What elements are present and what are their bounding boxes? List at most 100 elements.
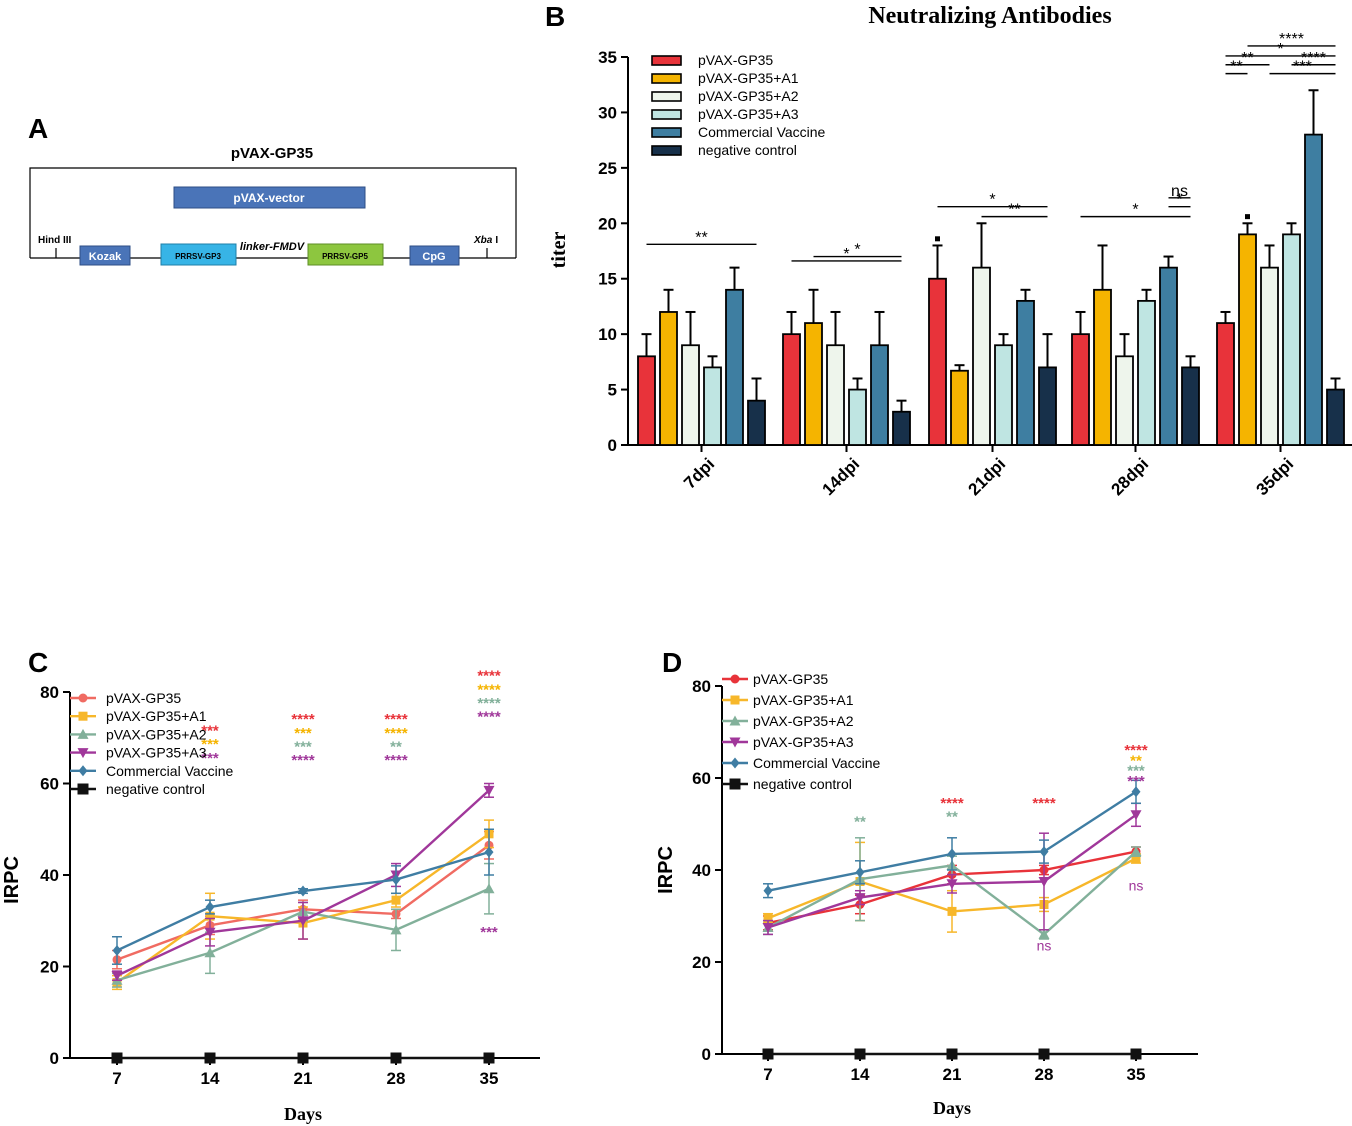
chart-d-y-tick-label: 20 bbox=[692, 953, 711, 972]
chart-b-bar bbox=[748, 401, 765, 445]
chart-d-legend-label: pVAX-GP35+A3 bbox=[753, 734, 854, 750]
chart-d-significance-label: ns bbox=[1129, 878, 1144, 894]
chart-b-bar bbox=[871, 345, 888, 445]
chart-b-legend-label: pVAX-GP35+A2 bbox=[698, 88, 799, 104]
chart-b-significance-label: * bbox=[989, 192, 995, 209]
chart-b-ylabel: titer bbox=[548, 232, 570, 269]
chart-b-bar bbox=[1160, 268, 1177, 445]
chart-c-significance-label: **** bbox=[291, 752, 315, 769]
chart-b-significance-label: *** bbox=[1293, 59, 1312, 76]
chart-b-x-tick-label: 21dpi bbox=[964, 454, 1009, 499]
chart-c-y-tick-label: 20 bbox=[40, 958, 59, 977]
chart-c-ylabel: IRPC bbox=[1, 856, 23, 904]
data-point bbox=[731, 696, 740, 705]
construct-diagram: pVAX-GP35 pVAX-vector Hind III Kozak PRR… bbox=[30, 145, 516, 265]
chart-d-y-tick-label: 40 bbox=[692, 861, 711, 880]
data-point bbox=[948, 848, 957, 859]
chart-b-x-tick-label: 14dpi bbox=[818, 454, 863, 499]
chart-b-legend-label: pVAX-GP35 bbox=[698, 52, 773, 68]
chart-b-bar bbox=[805, 323, 822, 445]
chart-c-x-tick-label: 21 bbox=[294, 1069, 313, 1088]
chart-b-significance-label: ** bbox=[1230, 59, 1242, 76]
chart-b-bar bbox=[929, 279, 946, 445]
chart-b-bar bbox=[1017, 301, 1034, 445]
chart-b-y-tick-label: 35 bbox=[598, 48, 617, 67]
chart-b-x-tick-label: 7dpi bbox=[680, 454, 718, 492]
chart-c-x-tick-label: 28 bbox=[387, 1069, 406, 1088]
chart-c-xlabel: Days bbox=[284, 1104, 322, 1124]
chart-d-y-tick-label: 0 bbox=[702, 1045, 711, 1064]
chart-d-significance-label: *** bbox=[1127, 773, 1145, 790]
chart-b-significance-label: ** bbox=[1241, 50, 1253, 67]
chart-c-significance-label: *** bbox=[480, 924, 498, 941]
chart-c-legend-label: pVAX-GP35+A2 bbox=[106, 726, 207, 742]
data-point bbox=[1131, 1049, 1142, 1060]
figure-canvas: A B C D pVAX-GP35 pVAX-vector Hind III K… bbox=[0, 0, 1352, 1126]
data-point bbox=[763, 1049, 774, 1060]
chart-b-significance-label: * bbox=[1132, 202, 1138, 219]
linker-label: linker-FMDV bbox=[240, 241, 306, 253]
chart-b-bar bbox=[1327, 390, 1344, 445]
chart-c-legend-label: pVAX-GP35 bbox=[106, 690, 181, 706]
kozak-label: Kozak bbox=[89, 251, 122, 263]
chart-b-bar bbox=[682, 345, 699, 445]
data-point bbox=[391, 1053, 402, 1064]
chart-c-x-tick-label: 7 bbox=[112, 1069, 121, 1088]
chart-b-bar bbox=[1039, 367, 1056, 445]
data-point bbox=[79, 765, 88, 776]
data-point bbox=[78, 784, 89, 795]
chart-b-bar bbox=[951, 371, 968, 445]
xba-site-suffix: I bbox=[495, 235, 498, 246]
chart-c-legend-label: Commercial Vaccine bbox=[106, 763, 234, 779]
chart-b-bar bbox=[893, 412, 910, 445]
chart-b-bar bbox=[1138, 301, 1155, 445]
data-point bbox=[948, 907, 957, 916]
chart-d-y-tick-label: 80 bbox=[692, 677, 711, 696]
chart-c-series-line bbox=[117, 790, 489, 975]
chart-b-bar bbox=[1305, 135, 1322, 445]
data-point bbox=[298, 1053, 309, 1064]
chart-d-x-tick-label: 7 bbox=[763, 1065, 772, 1084]
chart-b-significance-label: * bbox=[843, 246, 849, 263]
data-point bbox=[392, 896, 401, 905]
chart-b-bar bbox=[726, 290, 743, 445]
chart-c-legend-label: pVAX-GP35+A1 bbox=[106, 708, 207, 724]
panel-c-letter: C bbox=[28, 647, 48, 678]
chart-b-legend-swatch bbox=[652, 92, 681, 101]
chart-b-x-tick-label: 28dpi bbox=[1107, 454, 1152, 499]
data-point bbox=[1040, 846, 1049, 857]
data-point bbox=[205, 1053, 216, 1064]
data-point bbox=[947, 1049, 958, 1060]
chart-b-significance-label: * bbox=[1277, 41, 1283, 58]
chart-b-bar bbox=[1283, 234, 1300, 445]
data-point bbox=[764, 885, 773, 896]
chart-d-significance-label: **** bbox=[1032, 795, 1056, 812]
chart-b-significance-label: * bbox=[854, 242, 860, 259]
chart-d-x-tick-label: 35 bbox=[1127, 1065, 1146, 1084]
chart-b-plot: 051015202530357dpi 14dpi 21dpi 28dpi 35dpi**… bbox=[598, 31, 1352, 499]
chart-b-significance-label: * bbox=[1176, 192, 1182, 209]
chart-d-y-tick-label: 60 bbox=[692, 769, 711, 788]
chart-b-bar bbox=[849, 390, 866, 445]
data-point bbox=[299, 886, 308, 897]
chart-b-legend-label: negative control bbox=[698, 142, 797, 158]
chart-b-y-tick-label: 30 bbox=[598, 103, 617, 122]
chart-b-x-tick-label: 35dpi bbox=[1252, 454, 1297, 499]
chart-b-legend-swatch bbox=[652, 74, 681, 83]
data-point bbox=[1039, 1049, 1050, 1060]
data-point bbox=[856, 867, 865, 878]
chart-b-legend-label: pVAX-GP35+A1 bbox=[698, 70, 799, 86]
chart-d-legend-label: pVAX-GP35+A2 bbox=[753, 713, 854, 729]
cpg-label: CpG bbox=[422, 251, 445, 263]
gp3-label: PRRSV-GP3 bbox=[175, 252, 221, 261]
xba-site-label: Xba I bbox=[473, 235, 498, 246]
chart-b-legend-swatch bbox=[652, 128, 681, 137]
chart-b-bar bbox=[783, 334, 800, 445]
chart-d-legend-label: pVAX-GP35+A1 bbox=[753, 692, 854, 708]
chart-c-y-tick-label: 0 bbox=[50, 1049, 59, 1068]
chart-b-legend-swatch bbox=[652, 56, 681, 65]
data-point bbox=[731, 675, 740, 684]
chart-b-significance-label: ** bbox=[695, 229, 707, 246]
